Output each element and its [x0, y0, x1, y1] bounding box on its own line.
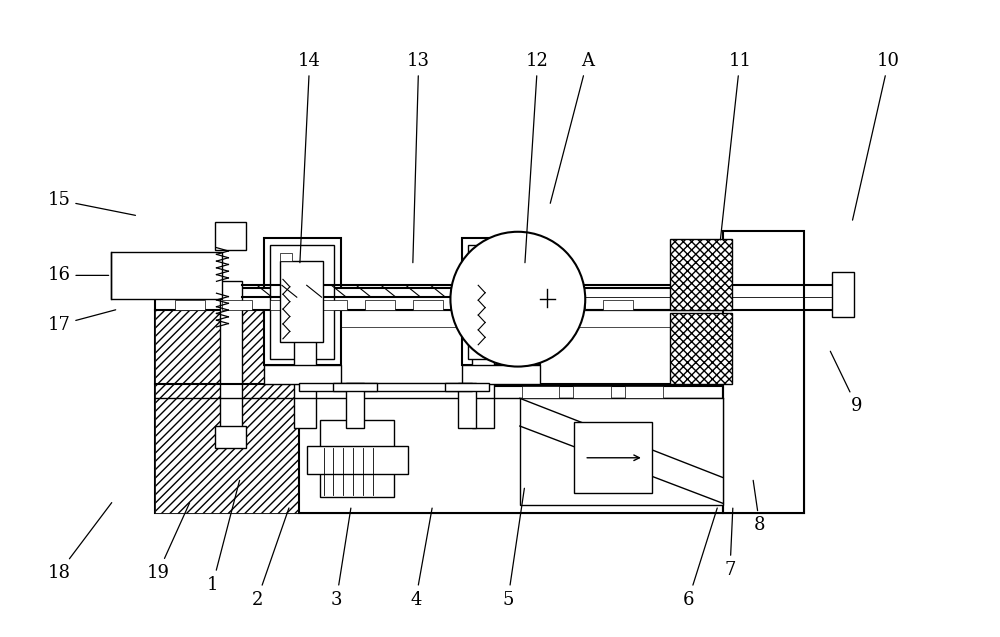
Bar [155, 289, 723, 310]
Bar [155, 310, 804, 513]
Bar [556, 300, 585, 310]
Bar [573, 387, 611, 398]
Text: 7: 7 [724, 508, 736, 579]
Bar [318, 300, 347, 310]
Bar [520, 398, 723, 505]
Text: 3: 3 [331, 508, 351, 608]
Text: 1: 1 [207, 480, 240, 594]
Bar [603, 300, 633, 310]
Text: 18: 18 [47, 503, 112, 582]
Bar [222, 300, 252, 310]
Bar [458, 383, 476, 428]
Circle shape [450, 232, 585, 366]
Text: 12: 12 [525, 52, 549, 262]
Bar [294, 307, 316, 428]
Bar [472, 307, 494, 428]
Bar [307, 446, 408, 474]
Text: 13: 13 [407, 52, 430, 262]
Text: 8: 8 [753, 480, 765, 534]
Text: A: A [550, 52, 594, 203]
Bar [413, 300, 443, 310]
Text: 17: 17 [47, 310, 116, 334]
Bar [270, 245, 334, 359]
Bar [574, 422, 652, 494]
Bar [625, 387, 663, 398]
Bar [365, 300, 395, 310]
Bar [445, 383, 489, 391]
Bar [215, 222, 246, 250]
Bar [670, 239, 732, 310]
Bar [460, 300, 490, 310]
Bar [723, 231, 804, 513]
Text: 19: 19 [147, 503, 190, 582]
Text: 16: 16 [47, 266, 109, 284]
Bar [462, 364, 540, 384]
Bar [508, 300, 538, 310]
Text: 14: 14 [298, 52, 321, 262]
Bar [299, 327, 723, 497]
Bar [274, 255, 329, 348]
Bar [155, 310, 299, 513]
Bar [723, 310, 804, 513]
Bar [270, 300, 300, 310]
Bar [832, 273, 854, 317]
Text: 10: 10 [853, 52, 900, 220]
Bar [299, 387, 723, 513]
Text: 11: 11 [720, 52, 751, 240]
Bar [280, 253, 292, 261]
Bar [475, 268, 518, 348]
Bar [333, 383, 377, 391]
Bar [264, 238, 341, 364]
Bar [723, 231, 804, 513]
Text: 2: 2 [251, 508, 289, 608]
Bar [670, 313, 732, 384]
Text: 5: 5 [502, 489, 524, 608]
Bar [299, 383, 472, 391]
Bar [468, 245, 533, 359]
Bar [280, 261, 323, 342]
Text: 6: 6 [683, 508, 717, 608]
Bar [220, 282, 242, 428]
Bar [522, 387, 559, 398]
Bar [264, 364, 341, 384]
Text: 4: 4 [410, 508, 432, 608]
Bar [111, 252, 222, 299]
Bar [175, 300, 205, 310]
Text: 15: 15 [47, 191, 135, 215]
Bar [215, 426, 246, 448]
Bar [346, 383, 364, 428]
Bar [462, 238, 540, 364]
Text: 9: 9 [830, 351, 863, 415]
Bar [320, 420, 394, 497]
